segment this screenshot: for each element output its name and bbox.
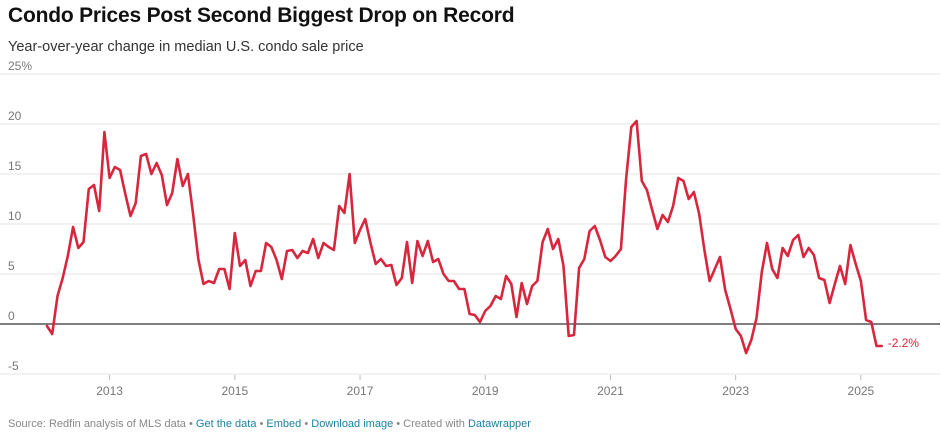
x-tick-label: 2021 [597,384,624,398]
y-tick-label: 15 [8,159,22,173]
x-tick-label: 2013 [96,384,123,398]
chart-footer: Source: Redfin analysis of MLS data • Ge… [8,418,531,430]
series-line [45,119,884,355]
last-value-label: -2.2% [888,336,920,350]
download-image-link[interactable]: Download image [311,418,394,430]
x-tick-label: 2019 [472,384,499,398]
x-axis-ticks: 2013 2015 2017 2019 2021 2023 2025 [96,375,875,398]
x-tick-label: 2023 [722,384,749,398]
y-tick-label: 20 [8,109,22,123]
get-the-data-link[interactable]: Get the data [195,418,257,430]
y-tick-label: 0 [8,309,15,323]
y-tick-label: 5 [8,259,15,273]
series-layer [45,119,884,355]
y-tick-label: 25% [8,60,32,73]
y-axis-ticks: -5 0 5 10 15 20 25% [8,60,32,373]
y-tick-label: -5 [8,359,19,373]
x-tick-label: 2015 [221,384,248,398]
x-tick-label: 2025 [848,384,875,398]
created-with-text: Created with [403,418,465,430]
label-layer: -2.2% [888,336,920,350]
x-tick-label: 2017 [347,384,374,398]
embed-link[interactable]: Embed [266,418,302,430]
chart-subtitle: Year-over-year change in median U.S. con… [8,39,364,55]
y-tick-label: 10 [8,209,22,223]
datawrapper-link[interactable]: Datawrapper [467,418,531,430]
gridlines [0,73,940,375]
chart-title: Condo Prices Post Second Biggest Drop on… [8,4,515,27]
source-note: Source: Redfin analysis of MLS data [8,418,186,430]
